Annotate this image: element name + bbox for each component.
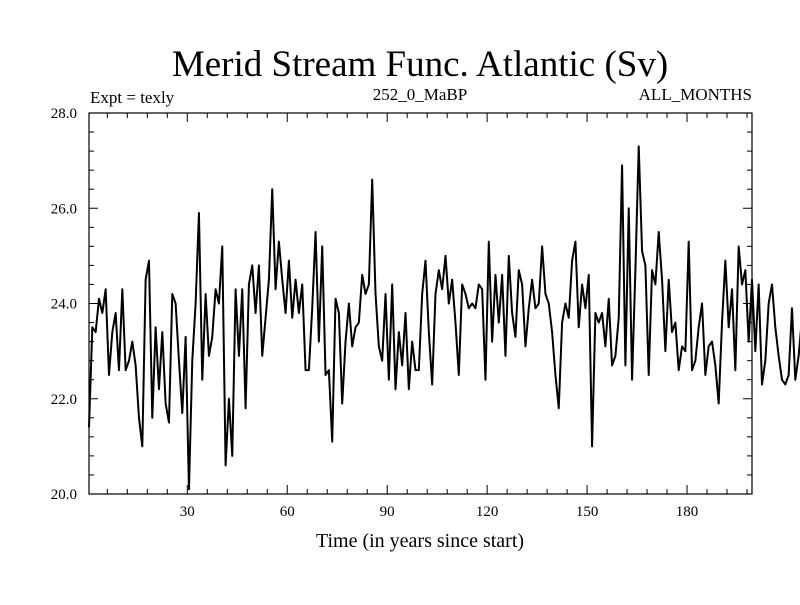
tick-labels: 30 60 90 120 150 180 20.0 22.0 24.0 26.0 28.0	[51, 106, 699, 520]
y-tick-label: 20.0	[51, 487, 77, 503]
scenario-label: 252_0_MaBP	[373, 85, 467, 104]
x-tick-label: 90	[380, 504, 395, 520]
x-tick-label: 30	[180, 504, 195, 520]
experiment-label: Expt = texly	[90, 88, 175, 107]
x-tick-label: 120	[476, 504, 499, 520]
series-line	[88, 145, 800, 491]
chart-title: Merid Stream Func. Atlantic (Sv)	[172, 44, 668, 85]
x-tick-label: 150	[576, 504, 599, 520]
y-tick-label: 26.0	[51, 201, 77, 217]
y-tick-label: 28.0	[51, 106, 77, 122]
x-tick-label: 60	[280, 504, 295, 520]
x-axis-label: Time (in years since start)	[316, 530, 524, 552]
plot-frame	[88, 112, 753, 495]
months-label: ALL_MONTHS	[639, 85, 752, 104]
x-tick-label: 180	[676, 504, 699, 520]
y-tick-label: 24.0	[51, 297, 77, 313]
y-tick-label: 22.0	[51, 392, 77, 408]
